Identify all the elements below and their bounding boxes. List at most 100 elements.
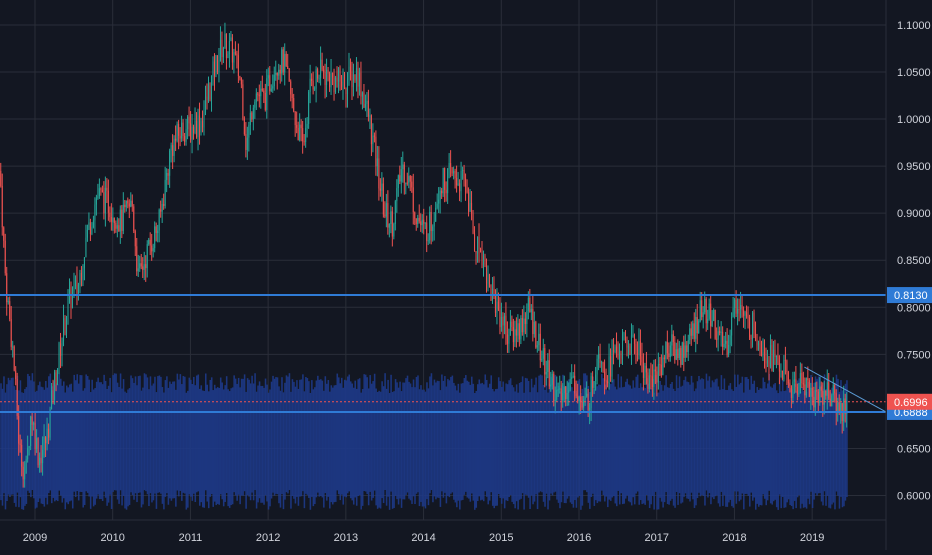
candle-body bbox=[257, 93, 259, 95]
volume-bar bbox=[119, 373, 122, 491]
volume-bar bbox=[282, 392, 285, 510]
volume-bar bbox=[176, 373, 179, 491]
volume-bar bbox=[801, 386, 803, 504]
candle-body bbox=[146, 244, 148, 269]
volume-bar bbox=[716, 378, 718, 496]
candle-body bbox=[279, 69, 281, 74]
candle-body bbox=[118, 225, 120, 232]
volume-bar bbox=[60, 378, 62, 496]
volume-bar bbox=[338, 377, 340, 495]
candle-body bbox=[321, 59, 323, 70]
volume-bar bbox=[300, 379, 303, 497]
volume-bar bbox=[605, 379, 608, 497]
candle-body bbox=[418, 217, 420, 222]
candle-body bbox=[838, 402, 840, 412]
candle-body bbox=[520, 317, 522, 340]
volume-bar bbox=[610, 384, 612, 501]
time-axis[interactable]: 2009 2010 2011 2012 2013 2014 2015 2016 2017 2018… bbox=[0, 519, 886, 544]
x-tick-label: 2012 bbox=[256, 532, 280, 544]
volume-bar bbox=[686, 381, 688, 499]
volume-bar bbox=[828, 390, 830, 508]
volume-bar bbox=[627, 384, 630, 502]
volume-bar bbox=[583, 373, 585, 491]
candle-body bbox=[515, 329, 517, 336]
volume-bar bbox=[109, 377, 111, 495]
candle-body bbox=[760, 349, 763, 356]
candle-body bbox=[626, 339, 628, 348]
candle-body bbox=[681, 342, 683, 365]
volume-bar bbox=[589, 392, 591, 509]
volume-bar bbox=[248, 379, 250, 497]
volume-bar bbox=[771, 387, 773, 505]
candle-body bbox=[403, 164, 405, 183]
volume-bar bbox=[557, 386, 560, 503]
volume-bar bbox=[417, 375, 419, 493]
candle-body bbox=[774, 349, 776, 358]
candle-body bbox=[775, 355, 777, 358]
candle-body bbox=[690, 328, 692, 336]
volume-bar bbox=[754, 392, 757, 510]
candle-body bbox=[342, 73, 344, 87]
candle-body bbox=[336, 77, 338, 82]
candle-body bbox=[734, 299, 736, 308]
candle-body bbox=[349, 66, 352, 73]
candle-body bbox=[554, 399, 556, 401]
volume-bar bbox=[453, 382, 455, 500]
candle-body bbox=[287, 65, 289, 69]
volume-bar bbox=[89, 392, 92, 509]
volume-bar bbox=[789, 388, 791, 505]
volume-bar bbox=[83, 388, 86, 506]
volume-bar bbox=[759, 388, 762, 506]
volume-bar bbox=[657, 392, 660, 510]
volume-bar bbox=[212, 390, 215, 507]
volume-bar bbox=[188, 377, 191, 495]
y-tick-label: 0.9500 bbox=[897, 161, 931, 173]
candle-body bbox=[789, 383, 791, 386]
volume-bar bbox=[76, 374, 78, 492]
candle-body bbox=[635, 344, 637, 354]
candle-body bbox=[355, 68, 357, 81]
candle-body bbox=[509, 321, 511, 335]
candle-body bbox=[426, 222, 428, 241]
candle-body bbox=[33, 422, 35, 425]
candle-body bbox=[792, 381, 794, 398]
candle-body bbox=[786, 360, 788, 372]
candle-body bbox=[409, 176, 411, 182]
volume-bar bbox=[121, 388, 123, 506]
volume-bar bbox=[775, 390, 778, 508]
candle-body bbox=[9, 301, 11, 320]
volume-bar bbox=[846, 380, 848, 498]
volume-bar bbox=[379, 391, 382, 509]
candle-body bbox=[318, 78, 320, 80]
candle-body bbox=[339, 67, 341, 82]
volume-bar bbox=[813, 382, 815, 500]
candle-body bbox=[361, 92, 363, 97]
volume-bar bbox=[133, 382, 135, 500]
volume-bar bbox=[118, 387, 120, 504]
volume-bar bbox=[651, 379, 654, 496]
volume-bar bbox=[269, 389, 271, 507]
volume-bar bbox=[127, 389, 129, 507]
candle-body bbox=[182, 122, 184, 136]
candle-body bbox=[335, 77, 337, 93]
volume-bar bbox=[497, 377, 500, 495]
candle-body bbox=[636, 353, 638, 355]
volume-bar bbox=[737, 374, 739, 492]
volume-bar bbox=[339, 383, 342, 501]
price-axis[interactable]: 1.1000 1.0500 1.0000 0.9500 0.9000 0.8500 0.80… bbox=[885, 0, 932, 550]
current-price-label-bg bbox=[887, 393, 932, 410]
volume-bar bbox=[432, 385, 434, 503]
candle-body bbox=[604, 371, 606, 382]
volume-bar bbox=[572, 390, 575, 508]
candle-body bbox=[645, 365, 647, 373]
volume-bar bbox=[7, 377, 10, 495]
candle-body bbox=[807, 378, 809, 381]
volume-bar bbox=[544, 389, 546, 507]
candle-body bbox=[535, 321, 537, 348]
candle-body bbox=[632, 334, 634, 336]
candle-body bbox=[225, 34, 227, 59]
volume-bar bbox=[494, 389, 497, 506]
candle-body bbox=[699, 300, 701, 322]
volume-bar bbox=[308, 381, 310, 498]
